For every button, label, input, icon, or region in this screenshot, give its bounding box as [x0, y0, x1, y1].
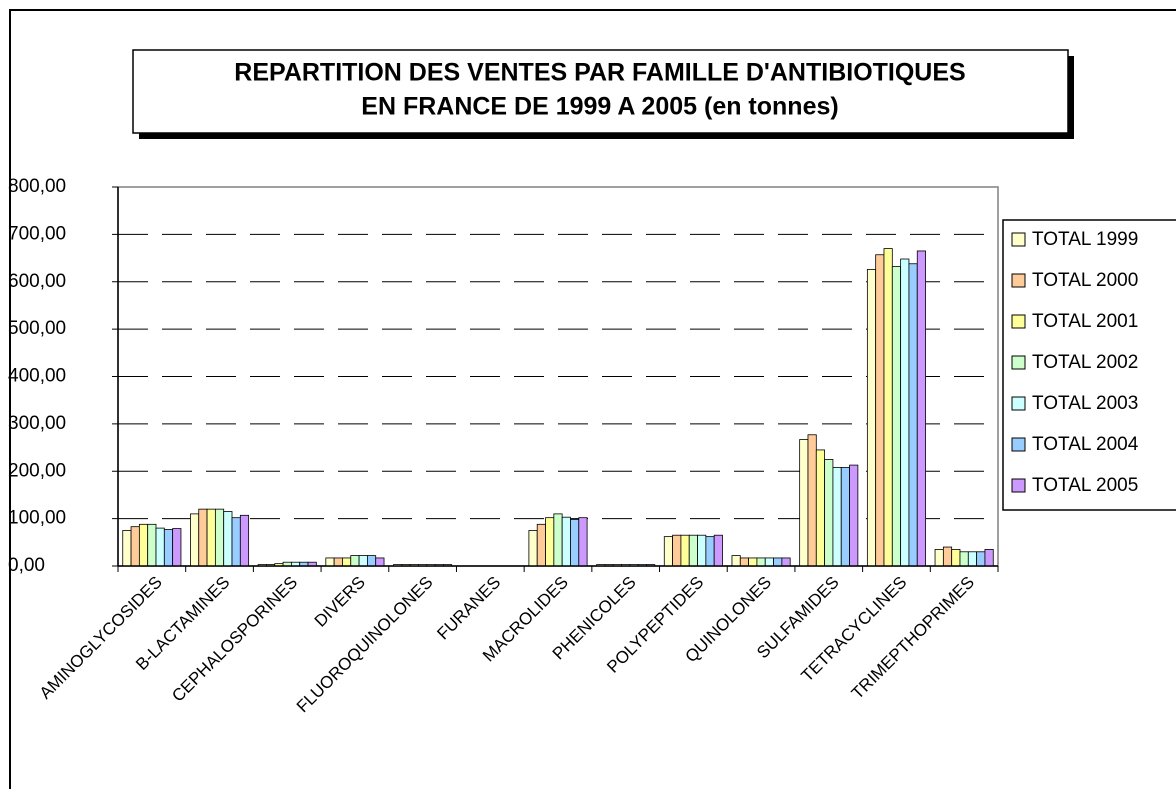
bar: [984, 549, 994, 567]
legend-label: TOTAL 2005: [1032, 475, 1138, 496]
legend-swatch: [1011, 273, 1026, 288]
bar: [163, 529, 174, 567]
bar: [206, 508, 216, 567]
bar: [122, 530, 132, 567]
y-tick-label: 100,00: [8, 508, 66, 529]
bar: [951, 549, 961, 567]
legend-label: TOTAL 1999: [1032, 229, 1138, 250]
bar: [840, 467, 850, 567]
bar: [578, 517, 588, 567]
bar: [138, 523, 149, 567]
legend-label: TOTAL 2000: [1032, 270, 1138, 291]
legend-swatch: [1011, 478, 1026, 493]
bar: [155, 527, 165, 567]
bar: [231, 517, 241, 567]
legend-swatch: [1011, 437, 1026, 452]
bar: [764, 557, 774, 567]
bar: [545, 517, 555, 567]
bar: [824, 459, 834, 567]
bar: [705, 536, 715, 567]
bar: [570, 519, 580, 567]
bar: [739, 557, 750, 567]
bar: [528, 530, 538, 567]
bar: [190, 513, 200, 567]
bar: [561, 516, 571, 567]
title-box: [132, 49, 1069, 134]
bar: [756, 557, 766, 567]
bar: [832, 467, 842, 567]
bar: [553, 513, 563, 567]
y-tick-label: 500,00: [8, 318, 66, 339]
legend-swatch: [1011, 396, 1026, 411]
bar: [866, 269, 877, 567]
bar: [680, 534, 690, 567]
bar: [536, 523, 546, 567]
bar: [223, 511, 233, 567]
bar: [942, 546, 953, 567]
bar: [239, 514, 250, 567]
bar: [375, 557, 385, 567]
bar: [815, 449, 826, 567]
bar: [849, 464, 859, 567]
bar: [900, 258, 910, 567]
bar: [959, 551, 969, 567]
bar: [697, 534, 707, 567]
legend-swatch: [1011, 355, 1026, 370]
bar: [130, 526, 140, 567]
legend-swatch: [1011, 314, 1026, 329]
bar: [967, 551, 978, 567]
bar: [976, 551, 986, 567]
y-tick-label: 400,00: [8, 366, 66, 387]
bar: [731, 555, 741, 567]
bar: [934, 549, 944, 567]
y-tick-label: 800,00: [8, 176, 66, 197]
bar: [663, 536, 673, 567]
chart-title: REPARTITION DES VENTES PAR FAMILLE D'ANT…: [234, 59, 965, 87]
bar: [214, 508, 225, 567]
bar: [781, 557, 791, 567]
bar: [672, 534, 682, 567]
bar: [908, 263, 918, 567]
bar: [891, 266, 902, 567]
bar: [172, 528, 182, 567]
bar: [916, 250, 926, 567]
bar: [748, 557, 758, 567]
y-tick-label: 300,00: [8, 413, 66, 434]
bar: [883, 248, 893, 567]
bar: [342, 557, 352, 567]
chart-frame: [9, 9, 1176, 789]
bar: [807, 434, 817, 567]
bar: [366, 555, 377, 567]
y-tick-label: 700,00: [8, 223, 66, 244]
legend-label: TOTAL 2001: [1032, 311, 1138, 332]
bar: [713, 534, 723, 567]
bar: [875, 254, 885, 567]
y-tick-label: 600,00: [8, 271, 66, 292]
bar: [773, 557, 783, 567]
bar: [358, 555, 368, 567]
legend-swatch: [1011, 232, 1026, 247]
bar: [147, 523, 157, 567]
bar: [799, 439, 809, 567]
legend-label: TOTAL 2004: [1032, 434, 1139, 455]
legend-box: [1002, 219, 1176, 511]
bar: [688, 534, 698, 567]
bar: [350, 555, 360, 567]
legend-label: TOTAL 2002: [1032, 352, 1138, 373]
y-tick-label: 200,00: [8, 460, 66, 481]
chart-title: EN FRANCE DE 1999 A 2005 (en tonnes): [361, 93, 838, 121]
legend-label: TOTAL 2003: [1032, 393, 1138, 414]
bar: [333, 557, 343, 567]
y-tick-label: 0,00: [8, 555, 45, 576]
bar: [198, 508, 208, 567]
bar: [325, 557, 335, 567]
